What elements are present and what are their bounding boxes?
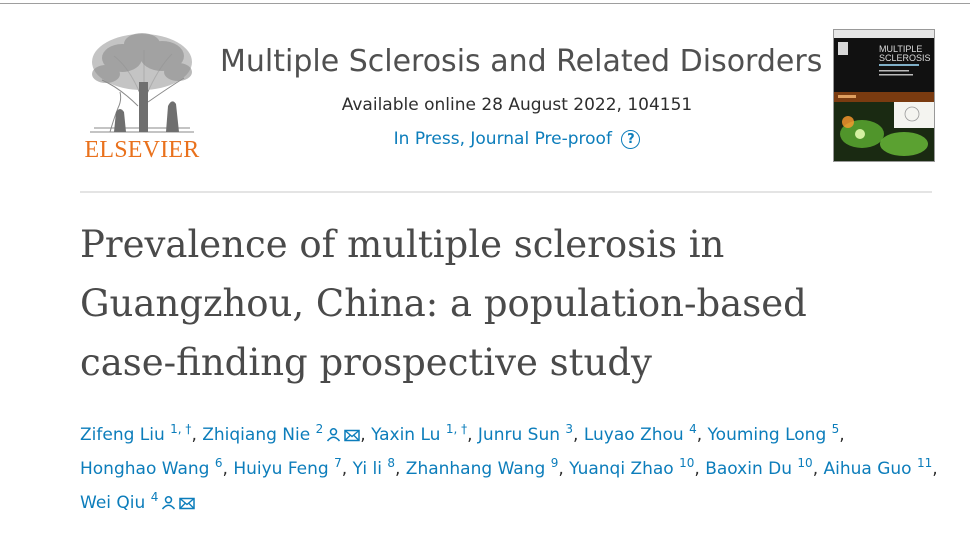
author-link[interactable]: Huiyu Feng 7 <box>233 456 342 479</box>
top-border <box>0 3 970 4</box>
cover-title-line2: SCLEROSIS <box>879 53 931 63</box>
author-link[interactable]: Baoxin Du 10 <box>705 456 813 479</box>
envelope-icon[interactable] <box>179 497 196 510</box>
elsevier-tree-icon <box>90 33 194 133</box>
header-divider <box>80 191 932 193</box>
author-link[interactable]: Wei Qiu 4 <box>80 491 196 513</box>
article-title-line: Prevalence of multiple sclerosis in <box>80 223 725 266</box>
journal-cover-image: MULTIPLE SCLEROSIS <box>834 30 934 161</box>
author-link[interactable]: Zhanhang Wang 9 <box>405 456 559 479</box>
envelope-icon[interactable] <box>344 429 360 442</box>
article-title-line: Guangzhou, China: a population-based <box>80 282 807 325</box>
author-link[interactable]: Aihua Guo 11 <box>823 456 933 479</box>
author-link[interactable]: Zifeng Liu 1, † <box>80 422 192 445</box>
author-link[interactable]: Junru Sun 3 <box>477 422 574 445</box>
author-link[interactable]: Honghao Wang 6 <box>80 456 223 479</box>
author-link[interactable]: Zhiqiang Nie 2 <box>202 423 360 445</box>
status-label[interactable]: In Press, Journal Pre-proof <box>393 129 612 149</box>
person-icon <box>162 496 176 510</box>
author-link[interactable]: Yuanqi Zhao 10 <box>569 456 695 479</box>
author-link[interactable]: Luyao Zhou 4 <box>583 422 697 445</box>
journal-title[interactable]: Multiple Sclerosis and Related Disorders <box>220 44 823 79</box>
question-circle-icon[interactable]: ? <box>621 129 641 149</box>
author-link[interactable]: Youming Long 5 <box>707 422 840 445</box>
publication-status[interactable]: In Press, Journal Pre-proof ? <box>220 129 814 149</box>
journal-cover[interactable]: MULTIPLE SCLEROSIS <box>833 29 935 162</box>
author-list: Zifeng Liu 1, †, Zhiqiang Nie 2, Yaxin L… <box>80 422 938 513</box>
available-online-date: Available online 28 August 2022, 104151 <box>341 95 693 115</box>
cover-title-line1: MULTIPLE <box>879 44 922 54</box>
article-title: Prevalence of multiple sclerosis in Guan… <box>80 215 900 392</box>
elsevier-wordmark: ELSEVIER <box>84 137 200 163</box>
author-link[interactable]: Yi li 8 <box>352 456 395 479</box>
elsevier-logo[interactable]: ELSEVIER <box>80 28 204 164</box>
article-title-line: case-finding prospective study <box>80 341 652 384</box>
author-link[interactable]: Yaxin Lu 1, † <box>371 422 468 445</box>
person-icon <box>327 428 341 442</box>
